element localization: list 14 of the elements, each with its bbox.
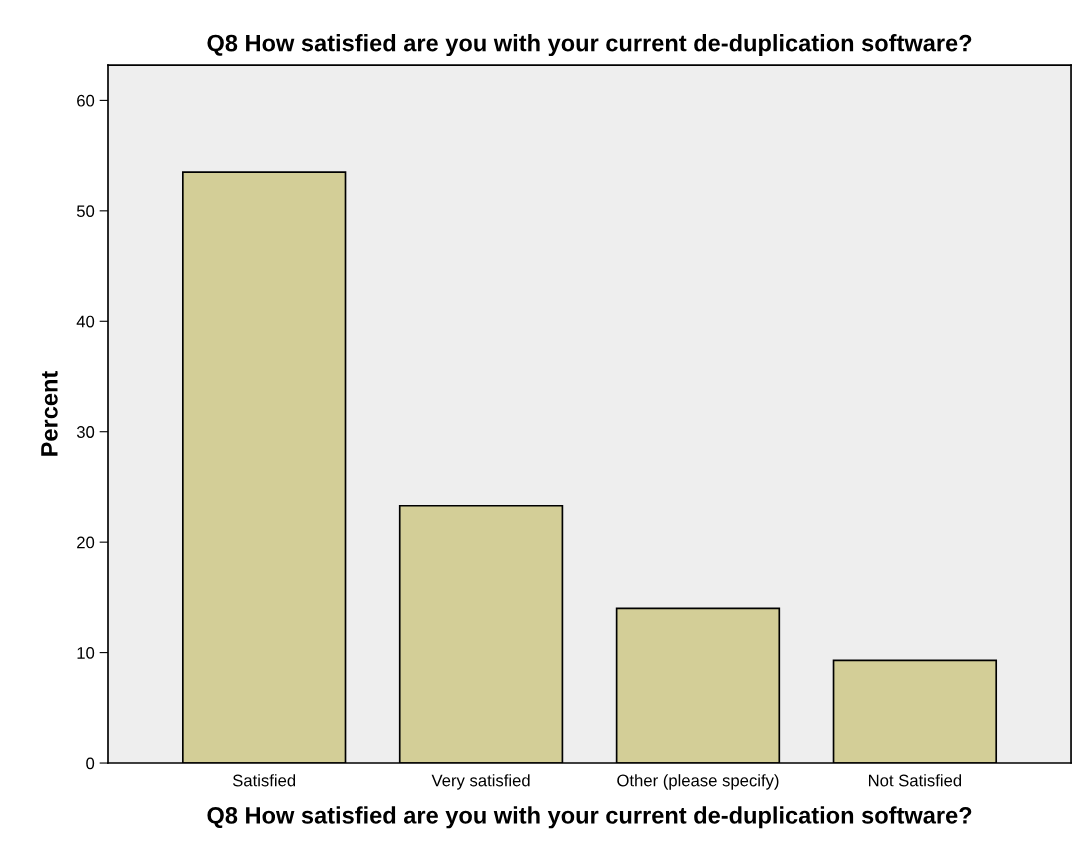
x-tick-label: Not Satisfied [868, 774, 962, 787]
x-axis-title: Q8 How satisfied are you with your current de-duplication software? [207, 806, 972, 829]
x-tick-label: Other (please specify) [617, 774, 779, 790]
y-tick-label: 0 [86, 757, 95, 770]
y-tick-label: 40 [76, 315, 95, 328]
x-tick-label: Satisfied [232, 774, 296, 787]
y-tick-label: 60 [77, 94, 95, 107]
chart-title: Q8 How satisfied are you with your current de-duplication software? [207, 34, 972, 57]
y-tick-label: 50 [76, 205, 95, 218]
y-tick-label: 20 [77, 536, 95, 549]
x-tick-label: Very satisfied [431, 774, 530, 790]
y-axis-title: Percent [41, 371, 58, 456]
y-tick-label: 10 [77, 647, 95, 659]
y-tick-label: 30 [76, 426, 95, 438]
